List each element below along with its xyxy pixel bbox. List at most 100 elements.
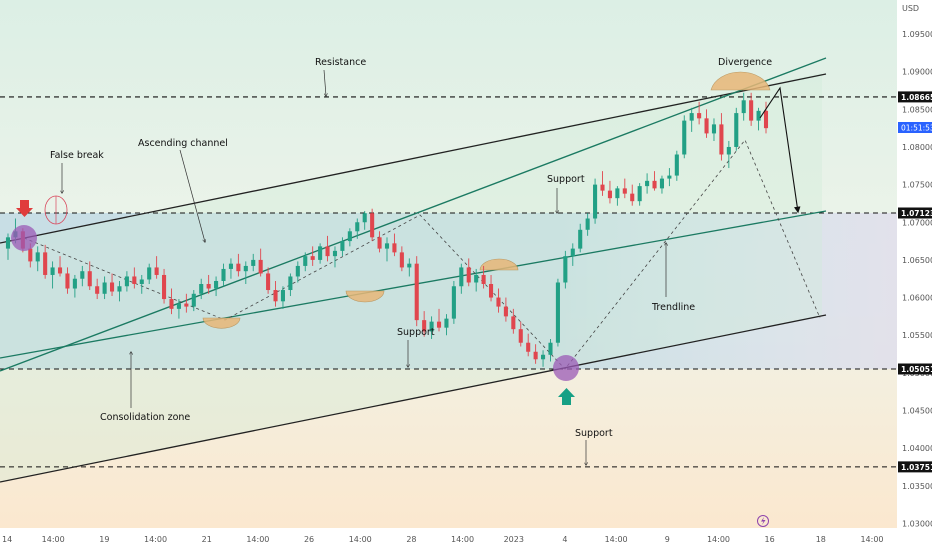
- candle-body: [303, 256, 308, 266]
- candle-body: [392, 243, 397, 253]
- price-tick: 1.07500: [902, 181, 932, 190]
- candle-body: [422, 320, 427, 332]
- candle-body: [615, 188, 620, 199]
- candle-body: [251, 259, 256, 266]
- candle-body: [340, 241, 345, 251]
- level-badges: 1.08665 1.07123 1.05051 1.03751: [898, 91, 932, 473]
- divergence-marker: [710, 71, 771, 91]
- candle-body: [533, 351, 538, 360]
- forecast-arrow: [759, 86, 801, 214]
- bottom-circle: [553, 355, 579, 381]
- price-tick: 1.08000: [902, 143, 932, 152]
- candle-body: [28, 248, 33, 262]
- candle-body: [206, 283, 211, 289]
- lightning-icon[interactable]: [757, 515, 769, 527]
- candle-body: [199, 283, 204, 294]
- false-break-circle: [11, 225, 37, 251]
- candle-body: [607, 190, 612, 199]
- candle-body: [459, 267, 464, 287]
- candle-body: [444, 318, 449, 328]
- price-tick: 1.03500: [902, 482, 932, 491]
- candle-body: [154, 267, 159, 275]
- candle-body: [377, 237, 382, 249]
- channel-lower-line: [0, 314, 827, 483]
- channel-upper-line: [0, 73, 827, 244]
- candle-body: [102, 282, 107, 294]
- channel-fill: [0, 73, 822, 482]
- candle-body: [50, 267, 55, 275]
- false-break-label: False break: [50, 150, 104, 161]
- time-tick: 16: [765, 535, 775, 544]
- candle-body: [258, 259, 263, 274]
- price-tick: 1.04500: [902, 406, 932, 415]
- down-arrow-marker: [16, 200, 33, 217]
- candle-body: [214, 280, 219, 289]
- candle-body: [87, 271, 92, 287]
- key-level-badge: [898, 461, 932, 473]
- candle-body: [622, 188, 627, 194]
- price-tick: 1.07000: [902, 218, 932, 227]
- candle-body: [719, 124, 724, 155]
- candle-body: [362, 213, 367, 223]
- candle-body: [273, 290, 278, 302]
- candle-body: [414, 263, 419, 321]
- key-level-badge: [898, 363, 932, 375]
- key-level-badge-text: 1.03751: [901, 463, 932, 472]
- candle-body: [236, 263, 241, 272]
- turn-marker-1: [202, 317, 241, 329]
- time-tick: 14:00: [144, 535, 167, 544]
- candle-body: [697, 113, 702, 119]
- candle-body: [109, 282, 115, 292]
- candle-body: [35, 252, 40, 262]
- candle-body: [667, 175, 672, 179]
- time-tick-labels: 14 14:00 19 14:00 21 14:00 26 14:00 28 14:00 2023 4…: [2, 535, 884, 544]
- candle-body: [176, 303, 181, 309]
- candle-body: [474, 274, 479, 283]
- price-tick: 1.09500: [902, 30, 932, 39]
- candle-body: [399, 252, 404, 268]
- candle-body: [488, 283, 494, 298]
- candle-body: [370, 213, 375, 238]
- divergence-label: Divergence: [718, 57, 772, 68]
- key-level-badge: [898, 207, 932, 219]
- candle-body: [674, 154, 679, 176]
- candle-body: [563, 256, 568, 283]
- currency-label: USD: [902, 4, 919, 13]
- candle-body: [80, 271, 85, 279]
- candle-body: [726, 146, 731, 155]
- time-tick: 18: [816, 535, 826, 544]
- price-tick: 1.08500: [902, 105, 932, 114]
- candle-body: [325, 246, 330, 257]
- candle-body: [65, 273, 70, 289]
- time-tick: 14:00: [860, 535, 883, 544]
- candle-body: [526, 342, 531, 352]
- candle-body: [593, 184, 598, 219]
- candle-body: [162, 274, 167, 300]
- candle-body: [57, 267, 63, 274]
- price-tick: 1.04000: [902, 444, 932, 453]
- time-tick: 14:00: [451, 535, 474, 544]
- candle-body: [466, 267, 471, 283]
- candle-body: [191, 293, 196, 307]
- candle-body: [763, 110, 769, 129]
- candle-body: [5, 237, 11, 249]
- candle-body: [280, 290, 286, 302]
- current-price-badge: [898, 122, 932, 133]
- price-tick: 1.09000: [902, 68, 932, 77]
- candle-body: [429, 321, 434, 332]
- price-tick: 1.05500: [902, 331, 932, 340]
- candle-body: [117, 286, 122, 292]
- candle-body: [243, 265, 248, 272]
- time-tick: 21: [202, 535, 212, 544]
- time-tick: 14:00: [707, 535, 730, 544]
- time-tick: 14:00: [42, 535, 65, 544]
- candle-body: [734, 113, 739, 147]
- candle-body: [347, 231, 352, 242]
- candle-body: [436, 321, 442, 328]
- time-axis[interactable]: [0, 528, 897, 550]
- time-tick: 2023: [504, 535, 524, 544]
- candle-body: [318, 246, 323, 260]
- key-level-badge-text: 1.08665: [901, 93, 932, 102]
